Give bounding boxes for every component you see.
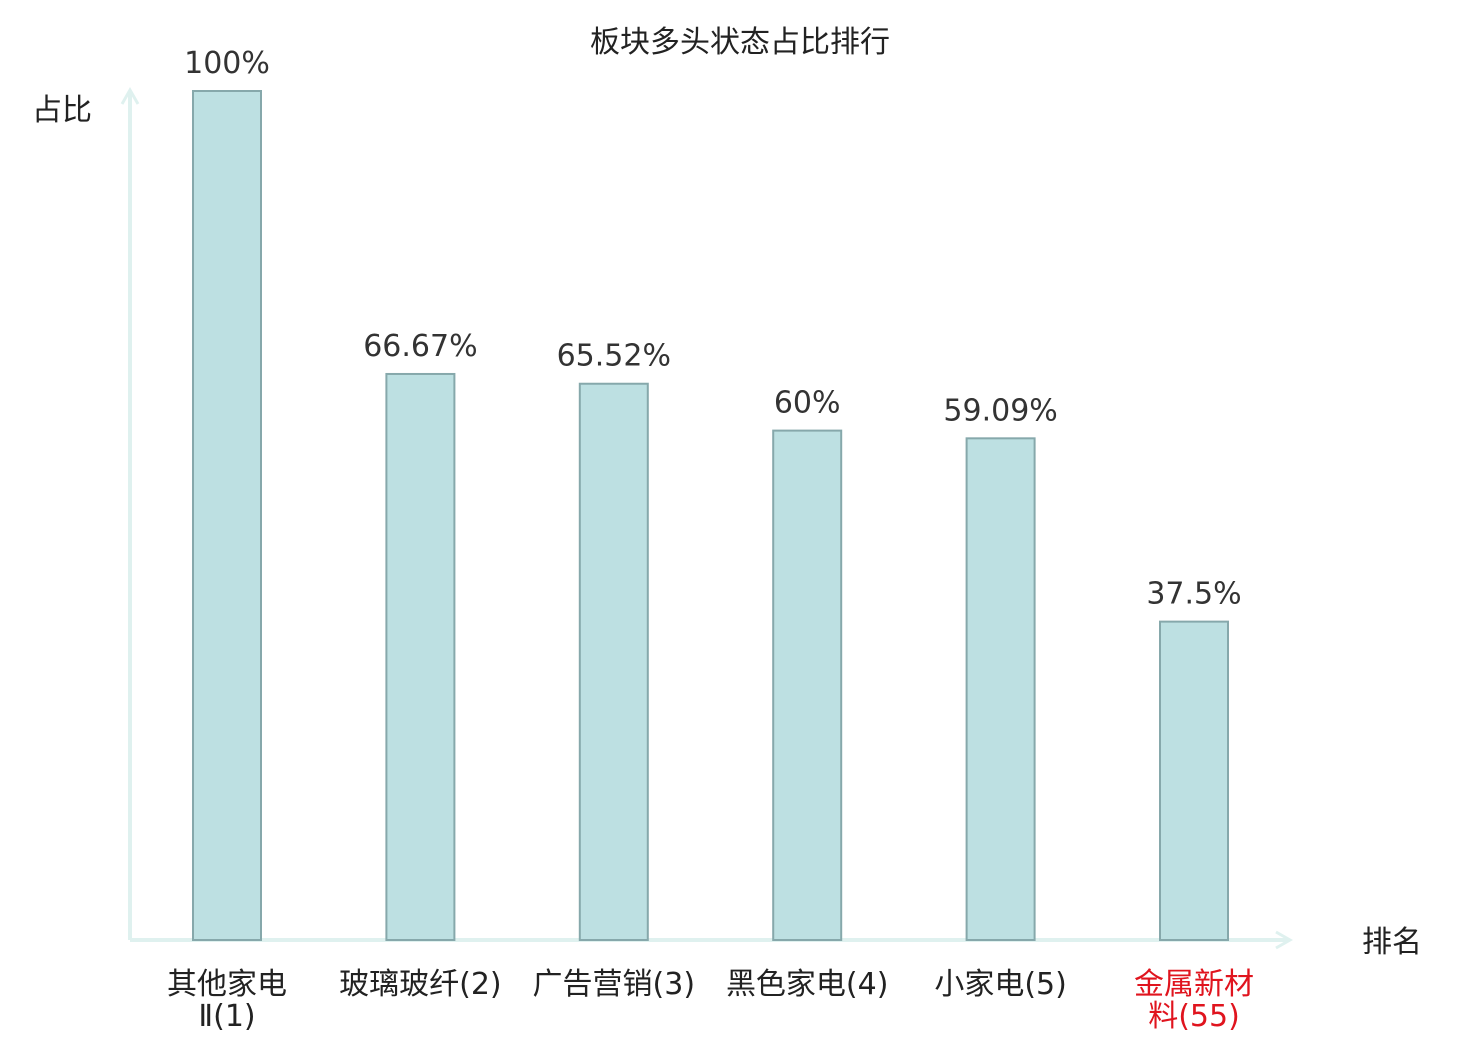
value-label-2: 66.67% — [363, 329, 477, 364]
category-label-line: Ⅱ(1) — [198, 999, 255, 1034]
category-label-4: 黑色家电(4) — [726, 967, 889, 1002]
value-label-6: 37.5% — [1146, 577, 1241, 612]
category-label-line: 其他家电 — [167, 967, 287, 1002]
bar-2 — [385, 372, 456, 942]
bar-3 — [578, 382, 649, 941]
chart-title: 板块多头状态占比排行 — [590, 25, 890, 60]
category-label-3: 广告营销(3) — [533, 967, 696, 1002]
category-label-2: 玻璃玻纤(2) — [339, 967, 502, 1002]
category-label-1: 其他家电 Ⅱ(1) — [167, 967, 287, 1034]
category-label-line: 料(55) — [1148, 999, 1240, 1034]
category-label-line: 金属新材 — [1134, 967, 1254, 1002]
category-label-line: 黑色家电(4) — [726, 967, 889, 1002]
category-label-line: 广告营销(3) — [533, 967, 696, 1002]
value-labels-group: 100% 66.67% 65.52% 60% 59.09% 37.5% — [184, 46, 1242, 612]
category-label-line: 小家电(5) — [934, 967, 1067, 1002]
bar-6 — [1159, 620, 1229, 941]
x-axis-label: 排名 — [1362, 925, 1422, 960]
bars-group — [192, 90, 1229, 942]
y-axis-label: 占比 — [32, 93, 92, 128]
value-label-3: 65.52% — [557, 339, 671, 374]
category-labels-group: 其他家电 Ⅱ(1) 玻璃玻纤(2) 广告营销(3) 黑色家电(4) 小家电(5) 金属新材料… — [167, 967, 1254, 1034]
category-label-6: 金属新材料(55) — [1134, 967, 1254, 1034]
value-label-5: 59.09% — [943, 393, 1057, 428]
category-label-5: 小家电(5) — [934, 967, 1067, 1002]
bar-5 — [965, 437, 1036, 941]
bar-4 — [772, 429, 843, 941]
value-label-1: 100% — [184, 46, 270, 81]
category-label-line: 玻璃玻纤(2) — [339, 967, 502, 1002]
bar-1 — [192, 90, 262, 941]
value-label-4: 60% — [774, 386, 841, 421]
